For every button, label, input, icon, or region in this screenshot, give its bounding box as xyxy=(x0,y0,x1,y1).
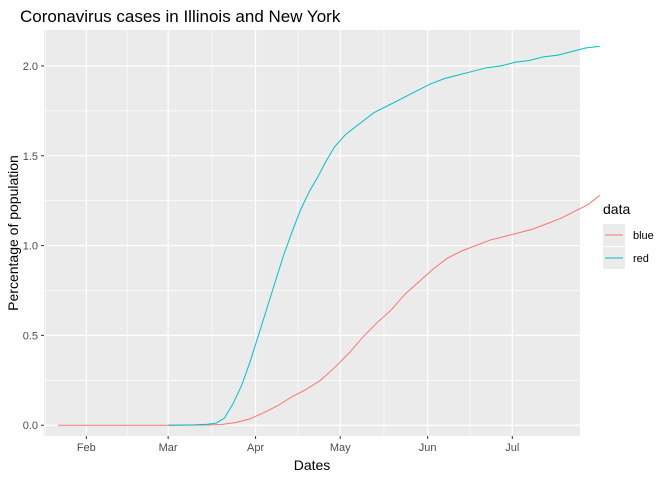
chart-title: Coronavirus cases in Illinois and New Yo… xyxy=(20,7,341,26)
y-tick-label: 1.5 xyxy=(23,151,38,163)
plot-panel xyxy=(44,30,580,436)
x-tick-label: Jul xyxy=(505,442,519,454)
legend-label-blue: blue xyxy=(633,230,654,242)
x-axis-ticks: Feb Mar Apr May Jun Jul xyxy=(77,436,519,454)
x-axis-title: Dates xyxy=(294,457,331,473)
x-tick-label: Jun xyxy=(419,442,437,454)
y-tick-label: 2.0 xyxy=(23,61,38,73)
y-tick-label: 0.5 xyxy=(23,330,38,342)
y-axis-title: Percentage of population xyxy=(5,155,21,311)
legend-title: data xyxy=(603,201,630,217)
series-lines xyxy=(58,45,601,426)
y-tick-label: 0.0 xyxy=(23,420,38,432)
x-tick-label: Mar xyxy=(159,442,178,454)
legend: data blue red xyxy=(603,201,654,269)
y-axis-ticks: 0.0 0.5 1.0 1.5 2.0 xyxy=(23,61,44,432)
x-tick-label: Feb xyxy=(77,442,96,454)
y-tick-label: 1.0 xyxy=(23,241,38,253)
x-tick-label: Apr xyxy=(247,442,264,454)
series-line-red xyxy=(168,45,600,426)
series-line-blue xyxy=(58,194,601,426)
x-tick-label: May xyxy=(330,442,351,454)
minor-gridlines xyxy=(44,30,580,436)
legend-label-red: red xyxy=(633,253,649,265)
